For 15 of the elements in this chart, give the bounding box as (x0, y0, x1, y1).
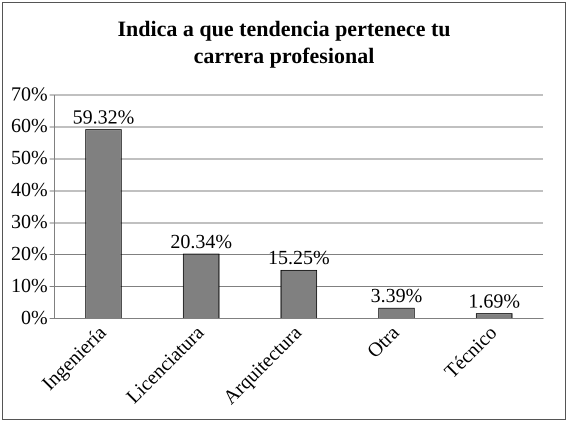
x-tick-label: Otra (363, 322, 404, 362)
data-label: 20.34% (170, 230, 232, 253)
y-tick-label: 70% (10, 83, 48, 106)
y-tick-label: 40% (10, 179, 48, 202)
y-tick-label: 60% (10, 115, 48, 138)
chart-title: Indica a que tendencia pertenece tu carrera profesional (116, 15, 452, 69)
y-tick-label: 20% (10, 242, 48, 265)
data-label: 3.39% (370, 284, 422, 307)
y-tick-label: 30% (10, 211, 48, 233)
data-label: 15.25% (268, 247, 330, 270)
y-tick-label: 50% (10, 147, 48, 170)
data-label: 59.32% (72, 106, 134, 128)
y-tick-label: 10% (10, 274, 48, 297)
data-label: 1.69% (468, 290, 520, 312)
y-tick-label: 0% (20, 306, 48, 329)
